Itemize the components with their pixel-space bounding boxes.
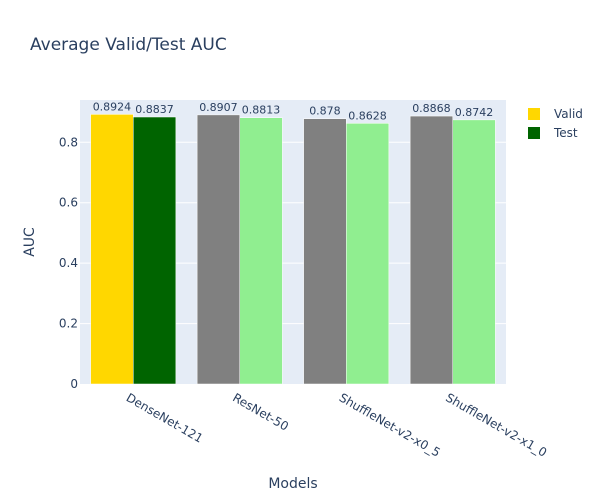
y-tick-label: 0.8 xyxy=(59,135,78,149)
bar-value-label: 0.8868 xyxy=(412,102,451,115)
x-tick-label: DenseNet-121 xyxy=(124,390,206,445)
y-tick-label: 0.4 xyxy=(59,256,78,270)
y-tick-label: 0.2 xyxy=(59,317,78,331)
y-axis-ticks: 0 0.2 0.4 0.6 0.8 xyxy=(59,135,78,391)
bar-valid xyxy=(196,114,240,385)
bar-value-label: 0.8924 xyxy=(93,100,132,113)
bar-test xyxy=(133,116,177,385)
bar-test xyxy=(346,123,390,385)
bar-valid xyxy=(303,118,347,385)
bars xyxy=(90,114,496,385)
y-tick-label: 0 xyxy=(70,377,78,391)
bar-value-label: 0.8628 xyxy=(348,109,387,122)
bar-test xyxy=(452,119,496,385)
bar-test xyxy=(239,117,283,385)
x-axis-ticks: DenseNet-121 ResNet-50 ShuffleNet-v2-x0_5 S… xyxy=(124,390,550,459)
x-tick-label: ResNet-50 xyxy=(230,390,291,433)
legend-swatch xyxy=(528,127,540,139)
x-axis-title: Models xyxy=(268,476,317,492)
bar-value-label: 0.8813 xyxy=(242,104,281,117)
y-axis-title: AUC xyxy=(22,227,38,257)
bar-value-label: 0.8742 xyxy=(455,106,494,119)
legend: Valid Test xyxy=(528,107,583,140)
x-tick-label: ShuffleNet-v2-x1_0 xyxy=(443,390,549,459)
bar-value-label: 0.878 xyxy=(309,105,341,118)
x-tick-label: ShuffleNet-v2-x0_5 xyxy=(337,390,443,459)
bar-labels: 0.8924 0.8837 0.8907 0.8813 0.878 0.8628 0.886… xyxy=(93,100,494,122)
legend-label: Valid xyxy=(554,107,583,121)
bar-valid xyxy=(409,115,453,385)
chart-title: Average Valid/Test AUC xyxy=(30,35,227,55)
y-tick-label: 0.6 xyxy=(59,196,78,210)
legend-label: Test xyxy=(553,126,578,140)
bar-value-label: 0.8837 xyxy=(135,103,174,116)
bar-valid xyxy=(90,114,134,385)
bar-value-label: 0.8907 xyxy=(199,101,238,114)
legend-swatch xyxy=(528,108,540,120)
